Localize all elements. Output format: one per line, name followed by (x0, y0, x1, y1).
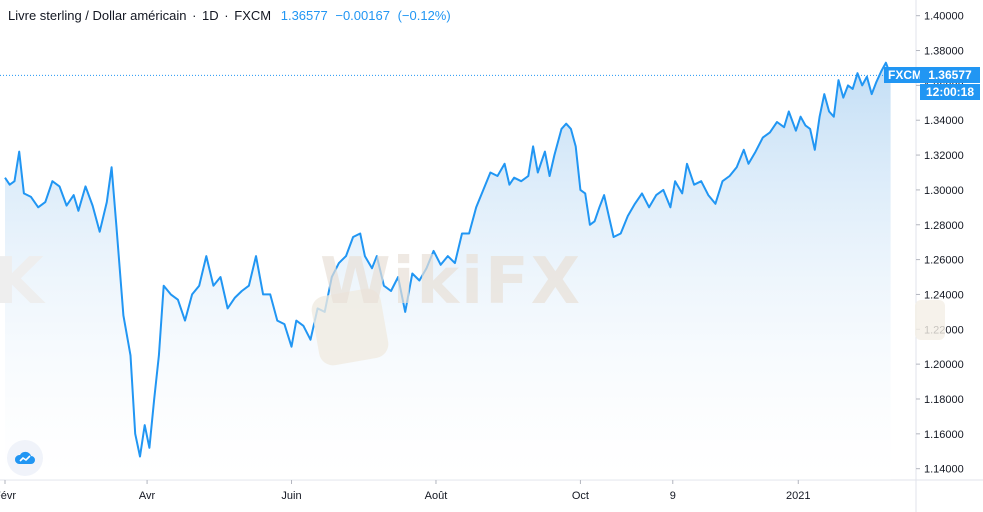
x-tick-label: Févr (0, 490, 16, 502)
x-tick-label: Oct (572, 490, 589, 502)
y-tick-label: 1.32000 (924, 150, 964, 162)
symbol-name[interactable]: Livre sterling / Dollar américain (8, 8, 187, 23)
y-tick-label: 1.16000 (924, 429, 964, 441)
y-tick-label: 1.26000 (924, 255, 964, 267)
x-tick-label: 9 (670, 490, 676, 502)
source-price-tag: FXCM (884, 67, 926, 83)
y-tick-label: 1.14000 (924, 464, 964, 476)
price-change: −0.00167 (335, 8, 390, 23)
countdown-label: 12:00:18 (920, 84, 980, 100)
y-tick-label: 1.30000 (924, 185, 964, 197)
separator: · (224, 8, 229, 23)
watermark-fragment-right (915, 300, 945, 340)
x-tick-label: Juin (281, 490, 301, 502)
y-tick-label: 1.20000 (924, 359, 964, 371)
interval-label[interactable]: 1D (202, 8, 219, 23)
cloud-icon[interactable] (7, 440, 43, 476)
price-line (4, 61, 892, 458)
area-fill (5, 62, 891, 480)
x-tick-label: 2021 (786, 490, 810, 502)
watermark-text: WikiFX (320, 245, 583, 319)
price-change-percent: (−0.12%) (397, 8, 451, 23)
y-tick-label: 1.40000 (924, 11, 964, 23)
symbol-header: Livre sterling / Dollar américain · 1D ·… (8, 8, 451, 23)
source-label: FXCM (234, 8, 272, 23)
y-tick-label: 1.24000 (924, 289, 964, 301)
current-price-label: 1.36577 (920, 67, 980, 83)
watermark-fragment: K (0, 245, 44, 319)
y-tick-label: 1.38000 (924, 46, 964, 58)
x-tick-label: Août (425, 490, 448, 502)
y-tick-label: 1.34000 (924, 115, 964, 127)
x-tick-label: Avr (139, 490, 156, 502)
separator: · (192, 8, 197, 23)
y-tick-label: 1.28000 (924, 220, 964, 232)
y-tick-label: 1.18000 (924, 394, 964, 406)
last-price: 1.36577 (280, 8, 328, 23)
